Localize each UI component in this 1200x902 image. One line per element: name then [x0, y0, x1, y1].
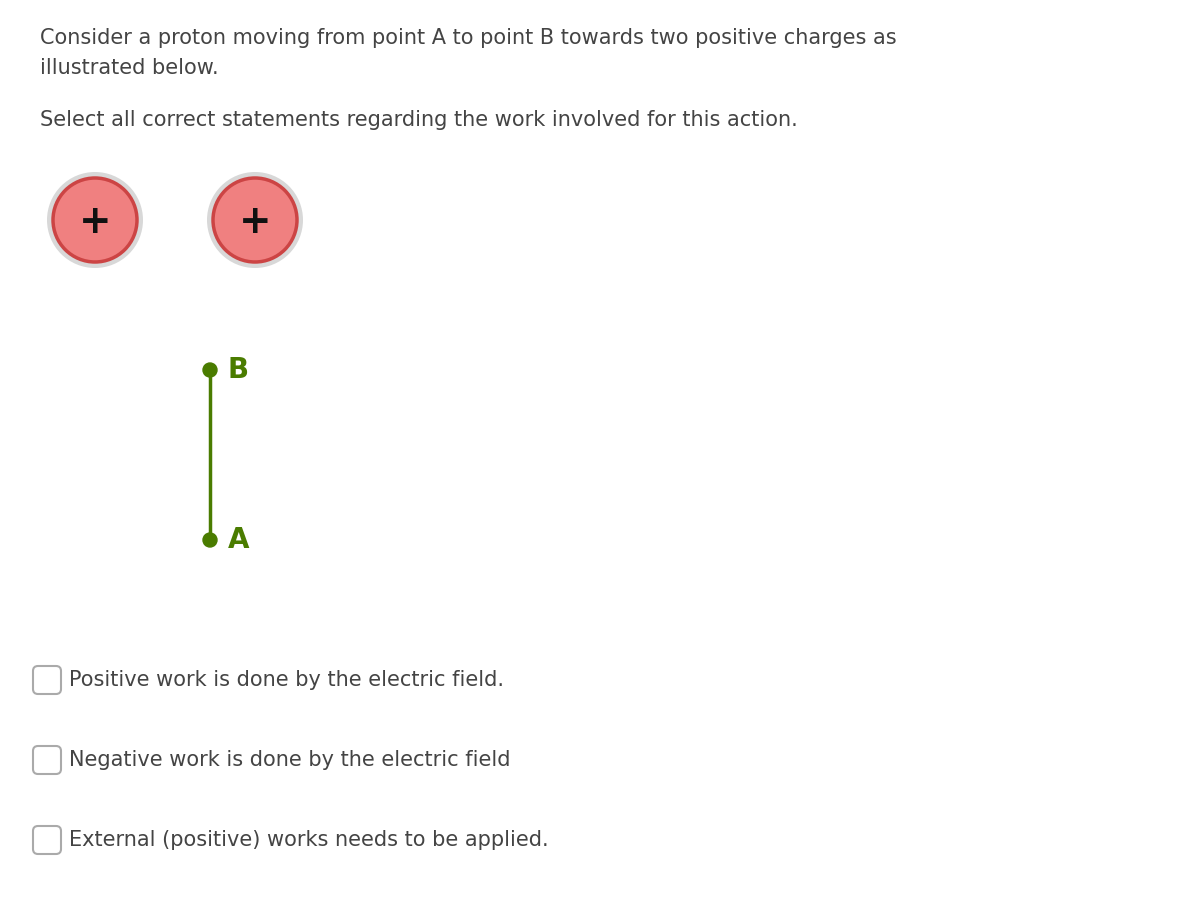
Circle shape: [203, 363, 217, 377]
Circle shape: [203, 533, 217, 547]
Text: +: +: [79, 203, 112, 241]
FancyBboxPatch shape: [34, 826, 61, 854]
FancyBboxPatch shape: [34, 746, 61, 774]
Text: +: +: [239, 203, 271, 241]
Text: Negative work is done by the electric field: Negative work is done by the electric fi…: [70, 750, 510, 770]
Text: illustrated below.: illustrated below.: [40, 58, 218, 78]
Circle shape: [47, 172, 143, 268]
Text: Consider a proton moving from point A to point B towards two positive charges as: Consider a proton moving from point A to…: [40, 28, 896, 48]
Text: Positive work is done by the electric field.: Positive work is done by the electric fi…: [70, 670, 504, 690]
Circle shape: [208, 172, 302, 268]
Circle shape: [53, 178, 137, 262]
Text: External (positive) works needs to be applied.: External (positive) works needs to be ap…: [70, 830, 548, 850]
Text: B: B: [228, 356, 250, 384]
Text: Select all correct statements regarding the work involved for this action.: Select all correct statements regarding …: [40, 110, 798, 130]
Text: A: A: [228, 526, 250, 554]
Circle shape: [214, 178, 298, 262]
FancyBboxPatch shape: [34, 666, 61, 694]
